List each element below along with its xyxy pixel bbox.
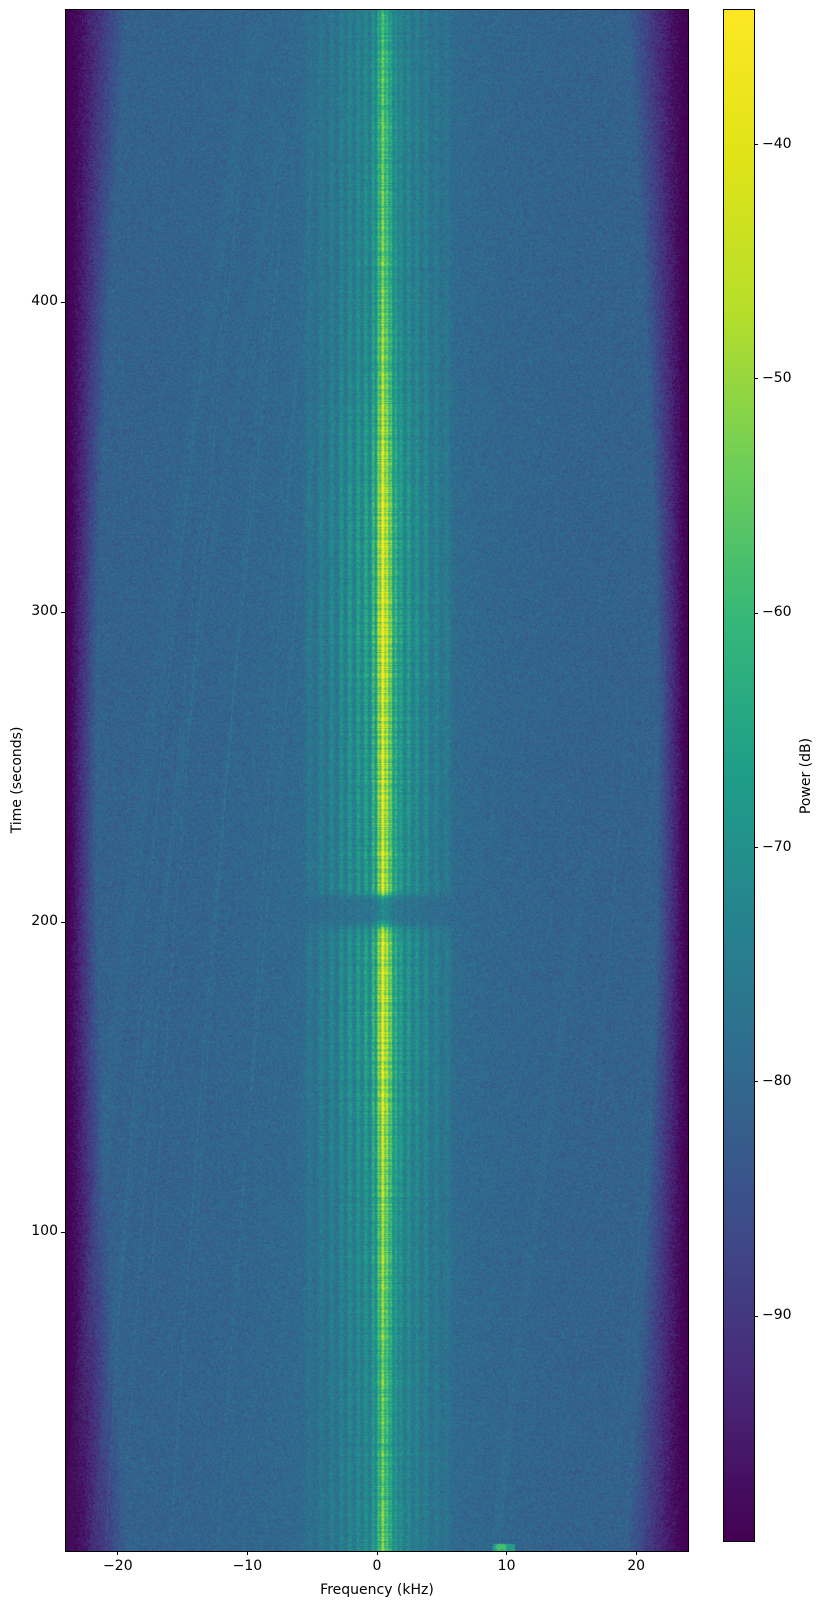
- x-axis-label: Frequency (kHz): [320, 1582, 434, 1598]
- y-axis-label: Time (seconds): [9, 726, 25, 834]
- colorbar-tick-label: −40: [762, 135, 792, 152]
- y-tick-label: 100: [31, 1223, 58, 1240]
- x-tick-mark: [117, 1551, 119, 1555]
- x-tick-mark: [635, 1551, 637, 1555]
- y-tick-mark: [61, 611, 65, 613]
- x-tick-label: −20: [103, 1558, 133, 1574]
- colorbar-tick-mark: [754, 378, 758, 380]
- x-tick-mark: [376, 1551, 378, 1555]
- y-tick-label: 400: [31, 293, 58, 310]
- colorbar-tick-label: −80: [762, 1072, 792, 1089]
- x-tick-mark: [506, 1551, 508, 1555]
- colorbar-tick-label: −50: [762, 369, 792, 386]
- y-tick-label: 200: [31, 913, 58, 930]
- x-tick-label: 0: [372, 1558, 382, 1574]
- x-tick-label: 10: [497, 1558, 516, 1574]
- colorbar-tick-label: −70: [762, 838, 792, 855]
- colorbar-tick-mark: [754, 144, 758, 146]
- colorbar-tick-mark: [754, 847, 758, 849]
- spectrogram-canvas: [66, 10, 688, 1551]
- colorbar-canvas: [724, 10, 754, 1541]
- x-tick-label: 20: [627, 1558, 646, 1574]
- x-tick-mark: [246, 1551, 248, 1555]
- colorbar-tick-label: −90: [762, 1307, 792, 1324]
- y-tick-label: 300: [31, 603, 58, 620]
- colorbar-tick-label: −60: [762, 604, 792, 621]
- x-tick-label: −10: [232, 1558, 263, 1574]
- colorbar-tick-mark: [754, 1315, 758, 1317]
- colorbar-tick-mark: [754, 612, 758, 614]
- colorbar-label: Power (dB): [798, 737, 814, 815]
- y-tick-mark: [61, 921, 65, 923]
- colorbar-tick-mark: [754, 1081, 758, 1083]
- y-tick-mark: [61, 301, 65, 303]
- y-tick-mark: [61, 1231, 65, 1233]
